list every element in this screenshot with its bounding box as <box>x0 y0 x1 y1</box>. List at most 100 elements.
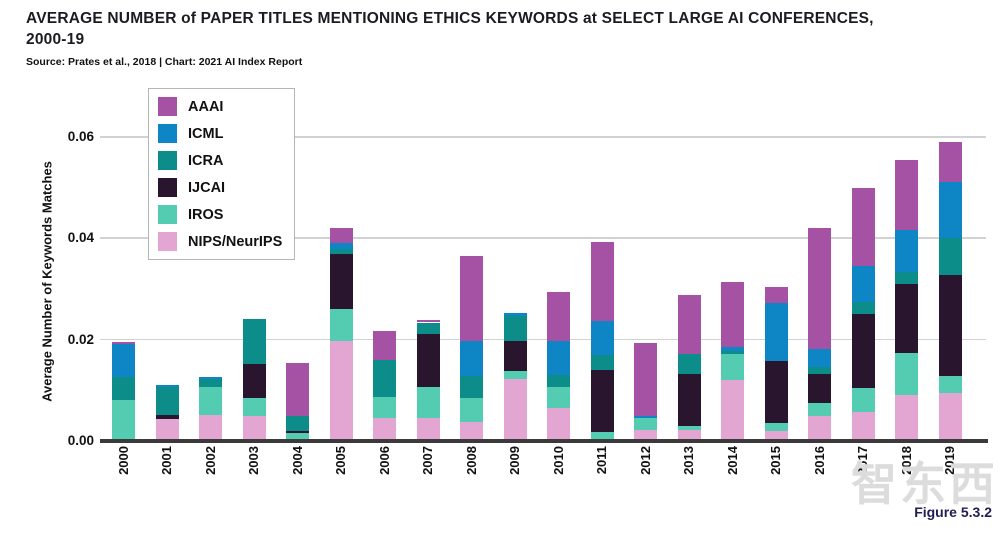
bar-2009-IJCAI <box>503 341 527 372</box>
y-axis-label: Average Number of Keywords Matches <box>39 161 55 402</box>
legend-swatch-icon <box>158 151 177 170</box>
bar-2000-IROS <box>112 400 135 441</box>
legend-item-IROS: IROS <box>158 205 282 224</box>
bar-2017-AAAI <box>851 187 875 267</box>
bar-2008-IROS <box>460 398 484 422</box>
legend-item-ICRA: ICRA <box>158 151 282 170</box>
gridline-0.02 <box>100 338 986 341</box>
bar-2005-ICML <box>329 243 353 249</box>
bar-2015-IJCAI <box>764 360 788 424</box>
x-tick-label-2010: 2010 <box>550 446 566 475</box>
bar-2003-NIPS/NeurIPS <box>242 415 266 441</box>
bar-2015-ICML <box>764 302 788 361</box>
x-tick-label-2014: 2014 <box>724 446 740 475</box>
bar-2003-IJCAI <box>242 363 266 398</box>
x-tick-label-2006: 2006 <box>376 446 392 475</box>
bar-2019-ICRA <box>938 238 962 275</box>
bar-2005-ICRA <box>329 248 353 254</box>
y-tick-label: 0.04 <box>67 230 94 246</box>
bar-2006-NIPS/NeurIPS <box>373 418 397 441</box>
bar-2017-IJCAI <box>851 314 875 388</box>
bar-2002-NIPS/NeurIPS <box>199 415 223 441</box>
bar-2012-AAAI <box>634 343 658 416</box>
chart-title-line1: AVERAGE NUMBER of PAPER TITLES MENTIONIN… <box>26 10 874 27</box>
x-axis-baseline <box>100 439 988 443</box>
bar-2018-IROS <box>895 353 919 396</box>
bar-2005-IROS <box>329 309 353 341</box>
bar-2004-ICRA <box>286 416 310 432</box>
chart-source: Source: Prates et al., 2018 | Chart: 202… <box>26 56 303 68</box>
bar-2008-ICRA <box>460 376 484 399</box>
bar-2019-AAAI <box>938 141 962 182</box>
bar-2009-IROS <box>503 371 527 379</box>
bar-2002-ICML <box>199 377 223 379</box>
bar-2018-ICRA <box>895 272 919 284</box>
bar-2016-IROS <box>808 403 832 416</box>
bar-2018-IJCAI <box>895 284 919 354</box>
legend-swatch-icon <box>158 124 177 143</box>
x-tick-label-2016: 2016 <box>811 446 827 475</box>
bar-2006-IROS <box>373 396 397 419</box>
legend-label: IROS <box>188 206 224 223</box>
bar-2010-ICML <box>547 340 571 375</box>
legend-swatch-icon <box>158 178 177 197</box>
bar-2016-AAAI <box>808 227 832 350</box>
bar-2005-IJCAI <box>329 253 353 310</box>
bar-2019-IROS <box>938 375 962 394</box>
bar-2006-ICRA <box>373 359 397 397</box>
bar-2002-ICRA <box>199 378 223 388</box>
y-tick-label: 0.00 <box>67 433 94 448</box>
legend-item-ICML: ICML <box>158 124 282 143</box>
bar-2014-ICML <box>721 347 745 351</box>
x-tick-label-2013: 2013 <box>681 446 697 475</box>
x-tick-label-2015: 2015 <box>768 446 784 475</box>
watermark: 智东西 <box>851 458 998 510</box>
bar-2001-IJCAI <box>155 415 179 419</box>
bar-2001-ICML <box>155 384 179 388</box>
legend-item-NIPS/NeurIPS: NIPS/NeurIPS <box>158 232 282 251</box>
bar-2008-AAAI <box>460 255 484 341</box>
bar-2010-IROS <box>547 387 571 409</box>
legend-swatch-icon <box>158 205 177 224</box>
bar-2003-IROS <box>242 397 266 416</box>
bar-2017-ICML <box>851 266 875 302</box>
bar-2007-NIPS/NeurIPS <box>416 417 440 441</box>
bar-2018-ICML <box>895 229 919 273</box>
bar-2012-IROS <box>634 418 658 430</box>
bar-2009-ICML <box>503 313 527 317</box>
bar-2017-ICRA <box>851 301 875 315</box>
bar-2011-IROS <box>590 431 614 439</box>
bar-2009-NIPS/NeurIPS <box>503 378 527 441</box>
bar-2010-ICRA <box>547 374 571 388</box>
bar-2000-AAAI <box>112 341 135 344</box>
bar-2014-AAAI <box>721 282 745 348</box>
bar-2007-ICRA <box>416 322 440 335</box>
bar-2000-ICML <box>112 343 135 377</box>
bar-2008-ICML <box>460 340 484 377</box>
bar-2013-NIPS/NeurIPS <box>677 429 701 441</box>
bar-2010-AAAI <box>547 292 571 341</box>
bar-2017-IROS <box>851 387 875 412</box>
bar-2000-ICRA <box>112 376 135 401</box>
bar-2014-IROS <box>721 354 745 381</box>
legend-label: ICRA <box>188 152 224 169</box>
legend-label: ICML <box>188 125 224 142</box>
bar-2003-ICRA <box>242 319 266 364</box>
bar-2005-AAAI <box>329 228 353 244</box>
legend-label: AAAI <box>188 98 224 115</box>
bar-2001-ICRA <box>155 387 179 416</box>
bar-2012-NIPS/NeurIPS <box>634 429 658 441</box>
bar-2006-AAAI <box>373 330 397 360</box>
legend-item-AAAI: AAAI <box>158 97 282 116</box>
legend-label: IJCAI <box>188 179 226 196</box>
legend: AAAI ICML ICRA IJCAI IROS NIPS/NeurIPS <box>148 88 296 260</box>
x-tick-label-2012: 2012 <box>637 446 653 475</box>
bar-2019-ICML <box>938 181 962 239</box>
bar-2011-ICRA <box>590 354 614 371</box>
legend-swatch-icon <box>158 232 177 251</box>
chart-title-line2: 2000-19 <box>26 31 85 48</box>
bar-2007-IJCAI <box>416 334 440 388</box>
bar-2011-ICML <box>590 321 614 355</box>
legend-label: NIPS/NeurIPS <box>188 233 283 250</box>
